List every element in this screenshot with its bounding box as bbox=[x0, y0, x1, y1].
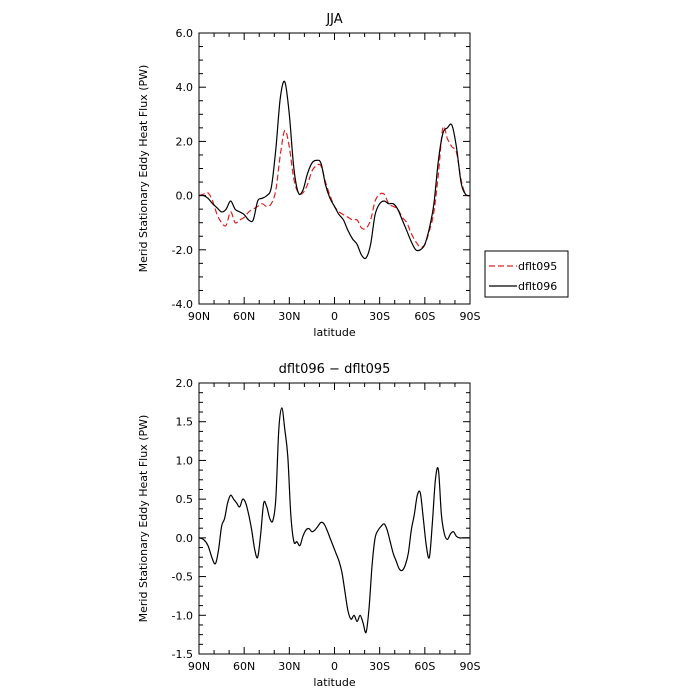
x-tick-label: 0 bbox=[331, 660, 338, 673]
x-tick-label: 90S bbox=[460, 660, 481, 673]
y-tick-label: 2.0 bbox=[176, 377, 194, 390]
legend-label-dflt095: dflt095 bbox=[518, 260, 557, 273]
x-axis-title: latitude bbox=[313, 676, 355, 689]
chart-1: JJA 90N 60N 30N 0 30S 60S 90S -4.0 -2.0 0.0 2.0 4.0 6… bbox=[137, 12, 569, 339]
y-tick-label: -1.0 bbox=[172, 609, 193, 622]
y-tick-label: 0.0 bbox=[176, 532, 194, 545]
y-tick-label: 2.0 bbox=[176, 135, 194, 148]
y-tick-label: -1.5 bbox=[172, 648, 193, 661]
x-tick-label: 30S bbox=[369, 660, 390, 673]
y-axis-title: Merid Stationary Eddy Heat Flux (PW) bbox=[137, 65, 150, 273]
y-tick-label: -2.0 bbox=[172, 244, 193, 257]
plot-frame bbox=[198, 382, 471, 655]
x-tick-label: 90N bbox=[188, 660, 210, 673]
chart-title: JJA bbox=[325, 12, 342, 27]
legend-label-dflt096: dflt096 bbox=[518, 280, 557, 293]
y-tick-label: 1.0 bbox=[176, 454, 194, 467]
x-axis-title: latitude bbox=[313, 326, 355, 339]
y-tick-label: 6.0 bbox=[176, 27, 194, 40]
legend-box bbox=[484, 250, 569, 298]
series-line-diff-1 bbox=[199, 407, 470, 634]
x-tick-label: 30N bbox=[278, 660, 300, 673]
y-tick-label: -0.5 bbox=[172, 571, 193, 584]
x-tick-label: 30S bbox=[369, 310, 390, 323]
series-line-dflt096 bbox=[199, 80, 470, 260]
x-tick-label: 0 bbox=[331, 310, 338, 323]
x-tick-label: 60N bbox=[233, 310, 255, 323]
x-tick-label: 90N bbox=[188, 310, 210, 323]
x-tick-label: 60S bbox=[414, 660, 435, 673]
y-tick-label: -4.0 bbox=[172, 298, 193, 311]
y-tick-label: 0.0 bbox=[176, 190, 194, 203]
plot-frame bbox=[198, 32, 471, 305]
chart-title: dflt096 − dflt095 bbox=[279, 362, 391, 377]
x-tick-label: 30N bbox=[278, 310, 300, 323]
x-tick-label: 90S bbox=[460, 310, 481, 323]
y-tick-label: 4.0 bbox=[176, 81, 194, 94]
x-tick-label: 60S bbox=[414, 310, 435, 323]
legend: dflt095 dflt096 bbox=[484, 250, 569, 298]
y-tick-label: 0.5 bbox=[176, 493, 194, 506]
y-tick-label: 1.5 bbox=[176, 416, 194, 429]
chart-2: dflt096 − dflt095 90N 60N 30N 0 30S 60S 90S -1.5… bbox=[137, 362, 481, 689]
x-tick-label: 60N bbox=[233, 660, 255, 673]
y-axis-title: Merid Stationary Eddy Heat Flux (PW) bbox=[137, 415, 150, 623]
